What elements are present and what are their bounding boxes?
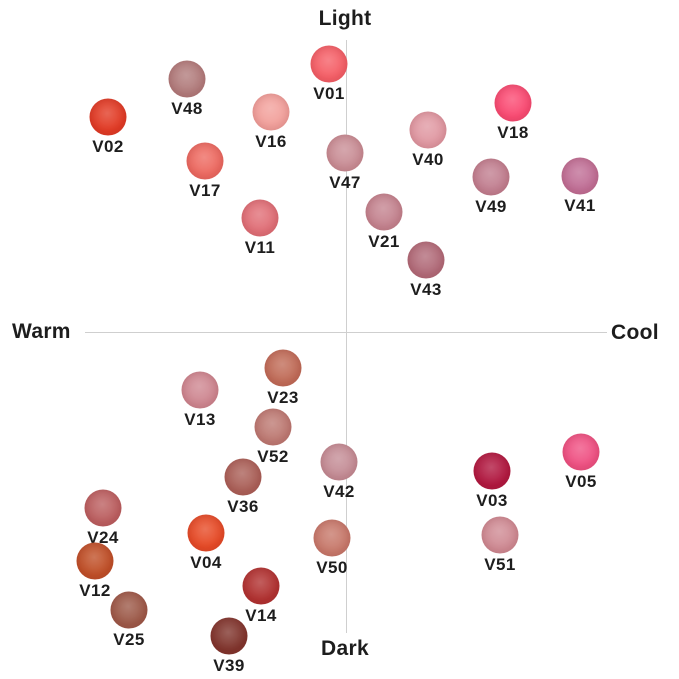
shade-label-v43: V43: [410, 279, 442, 299]
shade-swatch-v23: [264, 349, 302, 387]
shade-label-v40: V40: [412, 149, 444, 169]
shade-swatch-v41: [561, 157, 599, 195]
axis-label-light: Light: [318, 7, 372, 30]
shade-label-v25: V25: [113, 629, 145, 649]
shade-swatch-v25: [110, 591, 148, 629]
shade-label-v47: V47: [329, 172, 361, 192]
shade-swatch-v52: [254, 408, 292, 446]
shade-swatch-v39: [210, 617, 248, 655]
shade-label-v21: V21: [368, 231, 400, 251]
shade-label-v16: V16: [255, 131, 287, 151]
shade-swatch-v48: [168, 60, 206, 98]
shade-swatch-v16: [252, 93, 290, 131]
shade-swatch-v17: [186, 142, 224, 180]
axis-label-warm: Warm: [12, 320, 71, 343]
shade-label-v02: V02: [92, 136, 124, 156]
shade-swatch-v21: [365, 193, 403, 231]
axis-label-dark: Dark: [321, 637, 369, 660]
shade-swatch-v49: [472, 158, 510, 196]
shade-label-v24: V24: [87, 527, 119, 547]
shade-label-v50: V50: [316, 557, 348, 577]
shade-swatch-v42: [320, 443, 358, 481]
shade-label-v14: V14: [245, 605, 277, 625]
shade-swatch-v11: [241, 199, 279, 237]
shade-swatch-v47: [326, 134, 364, 172]
shade-swatch-v02: [89, 98, 127, 136]
shade-label-v11: V11: [244, 237, 276, 257]
shade-label-v48: V48: [171, 98, 203, 118]
shade-swatch-v04: [187, 514, 225, 552]
shade-swatch-v14: [242, 567, 280, 605]
axis-label-cool: Cool: [611, 321, 659, 344]
shade-label-v13: V13: [184, 409, 216, 429]
shade-label-v18: V18: [497, 122, 529, 142]
shade-swatch-v18: [494, 84, 532, 122]
shade-label-v42: V42: [323, 481, 355, 501]
shade-swatch-v24: [84, 489, 122, 527]
shade-swatch-v50: [313, 519, 351, 557]
shade-swatch-v03: [473, 452, 511, 490]
shade-label-v17: V17: [189, 180, 221, 200]
shade-label-v41: V41: [564, 195, 596, 215]
shade-swatch-v43: [407, 241, 445, 279]
shade-label-v04: V04: [190, 552, 222, 572]
shade-label-v01: V01: [313, 83, 345, 103]
shade-swatch-v40: [409, 111, 447, 149]
shade-label-v49: V49: [475, 196, 507, 216]
shade-swatch-v05: [562, 433, 600, 471]
shade-label-v52: V52: [257, 446, 289, 466]
shade-label-v12: V12: [79, 580, 111, 600]
shade-label-v39: V39: [213, 655, 245, 675]
shade-swatch-v36: [224, 458, 262, 496]
shade-label-v23: V23: [267, 387, 299, 407]
shade-swatch-v01: [310, 45, 348, 83]
shade-label-v51: V51: [484, 554, 516, 574]
shade-swatch-v13: [181, 371, 219, 409]
light-dark-axis-line: [346, 40, 347, 633]
shade-label-v05: V05: [565, 471, 597, 491]
warm-cool-axis-line: [85, 332, 607, 333]
shade-label-v36: V36: [227, 496, 259, 516]
shade-swatch-v12: [76, 542, 114, 580]
shade-swatch-v51: [481, 516, 519, 554]
shade-label-v03: V03: [476, 490, 508, 510]
